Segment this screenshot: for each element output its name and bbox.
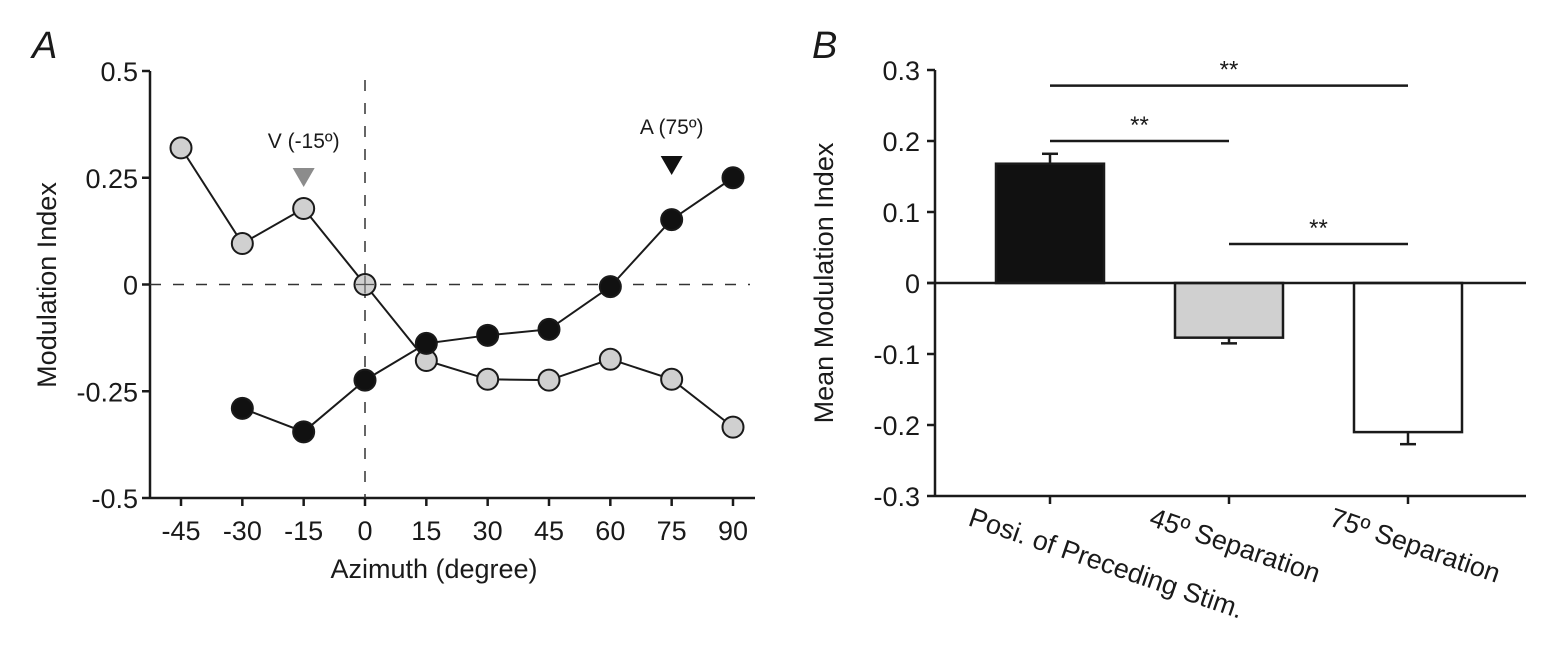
data-point-a [230, 396, 254, 420]
annotation-label: V (-15º) [268, 130, 340, 153]
data-point-a [660, 208, 684, 232]
panel-a-y-tick-label: 0.25 [85, 164, 138, 194]
panel-a-x-tick-label: 60 [595, 516, 625, 546]
panel-b-ylabel: Mean Modulation Index [809, 142, 839, 423]
significance-label: ** [1130, 112, 1149, 139]
category-label: 75º Separation [1326, 502, 1504, 588]
annotation-label: A (75º) [640, 116, 704, 139]
panel-a-y-tick-label: -0.25 [76, 377, 138, 407]
series-line-a [241, 176, 734, 433]
panel-b-y-tick-label: 0.1 [882, 198, 920, 228]
data-point-a [537, 317, 561, 341]
bar [1352, 281, 1464, 434]
panel-b-y-tick-label: 0 [905, 269, 920, 299]
data-point-a [721, 166, 745, 190]
panel-b-chart: -0.3-0.2-0.100.10.20.3 ******Posi. of Pre… [873, 56, 1526, 624]
panel-b-y-tick-label: -0.2 [873, 411, 920, 441]
data-point-v [230, 232, 254, 256]
panel-b-y-tick-label: -0.1 [873, 340, 920, 370]
data-point-a [292, 420, 316, 444]
significance-label: ** [1309, 215, 1328, 242]
data-point-v [598, 347, 622, 371]
panel-a-y-tick-label: 0.5 [100, 57, 138, 87]
panel-a-ylabel: Modulation Index [32, 182, 62, 388]
data-point-a [476, 323, 500, 347]
position-marker-v [292, 168, 315, 187]
panel-b-y-tick-label: 0.2 [882, 127, 920, 157]
data-point-a [353, 368, 377, 392]
panel-a-x-tick-label: 45 [534, 516, 564, 546]
panel-a-y-tick-label: 0 [123, 271, 138, 301]
panel-b-y-tick-label: -0.3 [873, 482, 920, 512]
panel-a-y-tick-label: -0.5 [91, 484, 138, 514]
panel-a-chart: -0.5 -0.25 0 0.25 0.5 -45 -30 -15 0 15 30 45 60 75 90 V… [76, 57, 755, 546]
panel-a-x-tick-label: 0 [357, 516, 372, 546]
data-point-v [292, 196, 316, 220]
panel-a-x-tick-label: -30 [223, 516, 262, 546]
bar [1173, 281, 1285, 339]
panel-a-x-tick-label: 90 [718, 516, 748, 546]
data-point-a [414, 331, 438, 355]
significance-label: ** [1220, 57, 1239, 84]
data-point-a [598, 275, 622, 299]
data-point-v [169, 136, 193, 160]
panel-b-y-tick-label: 0.3 [882, 56, 920, 86]
panel-a-x-tick-label: 15 [411, 516, 441, 546]
panel-a-x-tick-label: 75 [657, 516, 687, 546]
panel-a-x-tick-label: -15 [284, 516, 323, 546]
position-marker-a [660, 156, 683, 175]
data-point-v [660, 367, 684, 391]
bar [994, 162, 1106, 285]
panel-a-x-tick-label: 30 [473, 516, 503, 546]
data-point-v [476, 367, 500, 391]
panel-b-letter: B [812, 25, 837, 67]
data-point-v [537, 368, 561, 392]
panel-a-x-tick-label: -45 [161, 516, 200, 546]
panel-a-letter: A [30, 25, 57, 67]
panel-a-xlabel: Azimuth (degree) [330, 554, 537, 584]
data-point-v [721, 415, 745, 439]
series-line-v [180, 147, 734, 428]
